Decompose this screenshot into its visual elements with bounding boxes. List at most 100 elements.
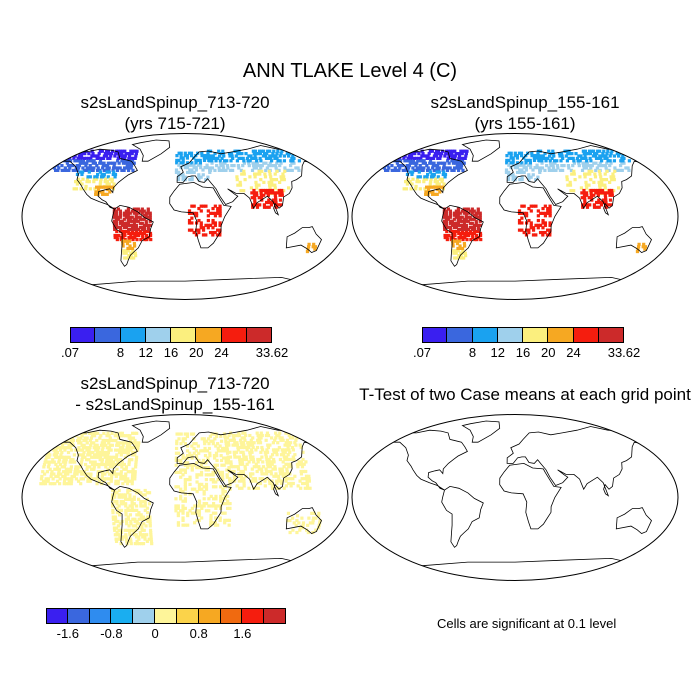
lake-cell [281, 172, 285, 176]
lake-cell [424, 177, 429, 181]
lake-cell [262, 193, 266, 197]
lake-cell [118, 215, 122, 219]
lake-cell [478, 219, 482, 223]
lake-cell [144, 524, 148, 528]
lake-cell [124, 465, 129, 469]
lake-cell [432, 161, 436, 165]
lake-cell [275, 453, 279, 457]
lake-cell [608, 159, 612, 163]
lake-cell [578, 175, 582, 179]
lake-cell [284, 484, 289, 488]
lake-cell [127, 460, 131, 464]
lake-cell [174, 509, 178, 513]
lake-cell [190, 204, 194, 208]
lake-cell [214, 497, 218, 501]
lake-cell [219, 499, 223, 503]
lake-cell [71, 168, 75, 172]
lake-cell [303, 481, 307, 486]
lake-cell [116, 458, 120, 462]
lake-cell [237, 455, 242, 459]
lake-cell [138, 530, 142, 535]
lake-cell [188, 451, 192, 455]
lake-cell [263, 154, 268, 158]
lake-cell [126, 434, 130, 438]
lake-cell [112, 182, 116, 186]
lake-cell [202, 158, 207, 163]
lake-cell [561, 156, 565, 160]
lake-cell [454, 221, 458, 225]
lake-cell [212, 497, 216, 501]
lake-cell [317, 511, 321, 515]
lake-cell [114, 472, 119, 476]
lake-cell [202, 504, 206, 508]
lake-cell [420, 154, 424, 158]
lake-cell [288, 477, 293, 481]
lake-cell [200, 151, 204, 155]
lake-cell [462, 217, 466, 221]
lake-cell [181, 468, 185, 472]
lake-cell [93, 161, 98, 165]
coastline [499, 181, 562, 249]
lake-cell [249, 457, 253, 462]
lake-cell [228, 455, 233, 459]
lake-cell [453, 237, 457, 242]
lake-cell [520, 178, 524, 182]
lake-cell [87, 152, 91, 156]
lake-cell [140, 526, 144, 530]
lake-cell [197, 218, 201, 223]
lake-cell [197, 206, 201, 211]
lake-cell [101, 166, 105, 170]
lake-cell [538, 166, 542, 170]
lake-cell [192, 446, 196, 451]
lake-cell [270, 453, 275, 457]
lake-cell [429, 156, 433, 160]
lake-cell [231, 156, 235, 160]
lake-cell [389, 149, 394, 153]
lake-cell [134, 488, 139, 493]
lake-cell [115, 434, 120, 438]
lake-cell [549, 161, 553, 165]
lake-cell [258, 172, 262, 176]
lake-cell [291, 448, 295, 452]
lake-cell [84, 163, 88, 168]
lake-cell [214, 516, 218, 520]
lake-cell [567, 156, 571, 160]
lake-cell [194, 166, 198, 170]
lake-cell [142, 528, 146, 532]
lake-cell [252, 152, 256, 156]
lake-cell [56, 163, 60, 168]
lake-cell [589, 159, 593, 163]
lake-cell [175, 158, 179, 163]
lake-cell [194, 442, 198, 446]
lake-cell [116, 460, 120, 464]
lake-cell [110, 443, 114, 447]
lake-cell [107, 438, 112, 443]
lake-cell [610, 149, 614, 153]
lake-cell [616, 186, 621, 190]
lake-cell [539, 156, 544, 160]
lake-cell [280, 436, 284, 440]
lake-cell [135, 542, 139, 546]
lake-cell [218, 518, 222, 522]
lake-cell [211, 439, 215, 443]
lake-cell [463, 235, 467, 240]
lake-cell [62, 446, 66, 450]
lake-cell [139, 231, 143, 236]
lake-cell [116, 225, 121, 229]
coastline [441, 204, 484, 267]
lake-cell [127, 462, 131, 467]
lake-cell [287, 457, 292, 462]
lake-cell [445, 168, 450, 172]
lake-cell [128, 161, 132, 165]
lake-cell [84, 474, 88, 479]
lake-cell [199, 166, 203, 170]
lake-cell [272, 450, 276, 454]
lake-cell [82, 168, 86, 172]
lake-cell [258, 438, 262, 442]
lake-cell [140, 533, 145, 537]
lake-cell [237, 486, 242, 490]
lake-cell [264, 469, 269, 474]
lake-cell [118, 166, 122, 170]
colorbar-cell [422, 327, 448, 343]
lake-cell [518, 168, 522, 172]
